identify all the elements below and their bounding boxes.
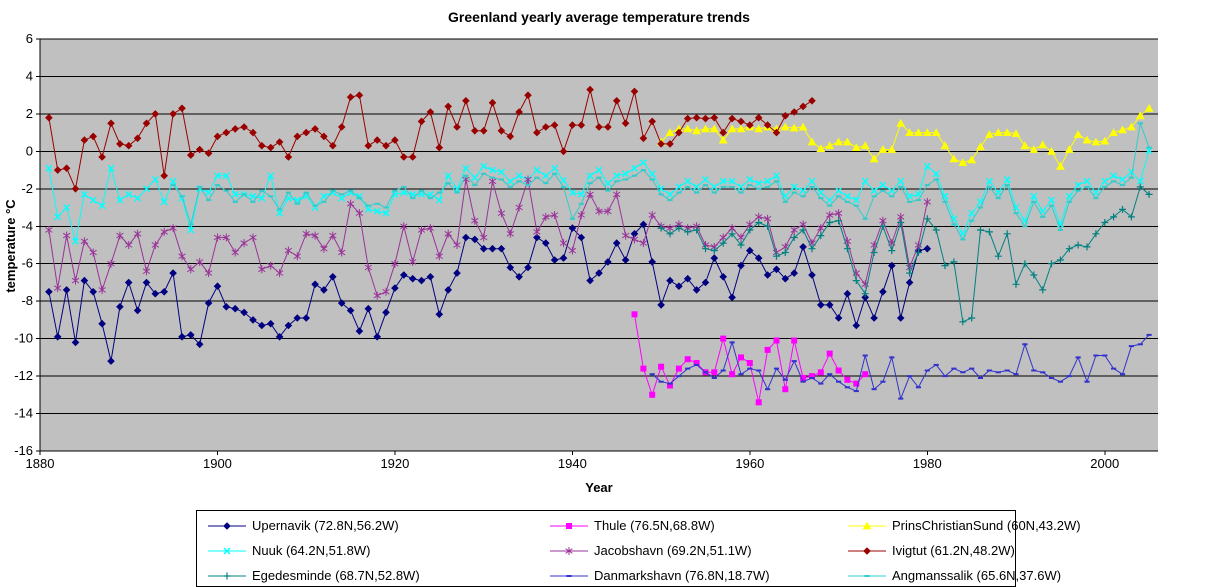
legend-item-egedesminde[interactable]: Egedesminde (68.7N,52.8W) bbox=[207, 568, 420, 583]
x-tick-label: 1980 bbox=[913, 456, 942, 471]
x-tick-label: 1900 bbox=[203, 456, 232, 471]
legend-item-prinschristiansund[interactable]: PrinsChristianSund (60N,43.2W) bbox=[847, 518, 1081, 533]
x-tick-label: 2000 bbox=[1090, 456, 1119, 471]
legend-label: Angmanssalik (65.6N,37.6W) bbox=[892, 568, 1062, 583]
x-axis-title: Year bbox=[585, 480, 613, 495]
y-tick-label: -14 bbox=[14, 406, 33, 421]
x-tick-label: 1920 bbox=[380, 456, 409, 471]
legend-label: Upernavik (72.8N,56.2W) bbox=[252, 518, 399, 533]
series-ivigtut bbox=[45, 85, 816, 193]
legend-label: Nuuk (64.2N,51.8W) bbox=[252, 543, 371, 558]
legend-item-danmarkshavn[interactable]: Danmarkshavn (76.8N,18.7W) bbox=[549, 568, 770, 583]
nuuk-legend-key-x-icon bbox=[208, 547, 246, 554]
y-tick-label: -12 bbox=[14, 368, 33, 383]
y-tick-label: -4 bbox=[21, 218, 33, 233]
legend-item-nuuk[interactable]: Nuuk (64.2N,51.8W) bbox=[207, 543, 371, 558]
upernavik-legend-key-diamond-icon bbox=[208, 521, 246, 530]
legend-label: Danmarkshavn (76.8N,18.7W) bbox=[594, 568, 770, 583]
danmarkshavn-legend-key-dash-icon bbox=[550, 574, 588, 577]
x-tick-label: 1880 bbox=[26, 456, 55, 471]
legend-label: Jacobshavn (69.2N,51.1W) bbox=[594, 543, 752, 558]
y-tick-label: -6 bbox=[21, 256, 33, 271]
legend-item-angmanssalik[interactable]: Angmanssalik (65.6N,37.6W) bbox=[847, 568, 1061, 583]
legend-item-jacobshavn[interactable]: Jacobshavn (69.2N,51.1W) bbox=[549, 543, 752, 558]
legend-label: Egedesminde (68.7N,52.8W) bbox=[252, 568, 420, 583]
chart-title: Greenland yearly average temperature tre… bbox=[448, 9, 750, 25]
legend-item-ivigtut[interactable]: Ivigtut (61.2N,48.2W) bbox=[847, 543, 1015, 558]
legend-box: Upernavik (72.8N,56.2W) Thule (76.5N,68.8… bbox=[196, 510, 1081, 587]
plot-area bbox=[40, 39, 1158, 451]
ivigtut-legend-key-diamond-icon bbox=[848, 546, 886, 555]
thule-legend-key-square-icon bbox=[550, 522, 588, 529]
series-danmarkshavn bbox=[649, 333, 1152, 401]
legend-item-thule[interactable]: Thule (76.5N,68.8W) bbox=[549, 518, 715, 533]
prinschristiansund-legend-key-triangle-icon bbox=[848, 521, 886, 529]
egedesminde-legend-key-plus-icon bbox=[208, 572, 246, 579]
series-upernavik bbox=[45, 220, 932, 365]
legend-label: Thule (76.5N,68.8W) bbox=[594, 518, 715, 533]
jacobshavn-legend-key-star-icon bbox=[550, 546, 588, 555]
y-tick-label: -10 bbox=[14, 331, 33, 346]
y-tick-label: 4 bbox=[26, 68, 33, 83]
y-tick-label: 2 bbox=[26, 106, 33, 121]
y-tick-label: -16 bbox=[14, 443, 33, 458]
legend-item-upernavik[interactable]: Upernavik (72.8N,56.2W) bbox=[207, 518, 399, 533]
y-tick-label: 6 bbox=[26, 31, 33, 46]
y-tick-label: -8 bbox=[21, 293, 33, 308]
y-tick-label: 0 bbox=[26, 143, 33, 158]
x-tick-label: 1960 bbox=[735, 456, 764, 471]
x-tick-label: 1940 bbox=[558, 456, 587, 471]
legend-label: PrinsChristianSund (60N,43.2W) bbox=[892, 518, 1081, 533]
legend-label: Ivigtut (61.2N,48.2W) bbox=[892, 543, 1015, 558]
series-egedesminde bbox=[657, 183, 1153, 326]
angmanssalik-legend-key-dash-icon bbox=[848, 574, 886, 577]
y-tick-label: -2 bbox=[21, 181, 33, 196]
series-angmanssalik bbox=[170, 121, 1152, 241]
series-nuuk bbox=[45, 146, 1153, 245]
y-axis-title: temperature °C bbox=[3, 199, 18, 293]
